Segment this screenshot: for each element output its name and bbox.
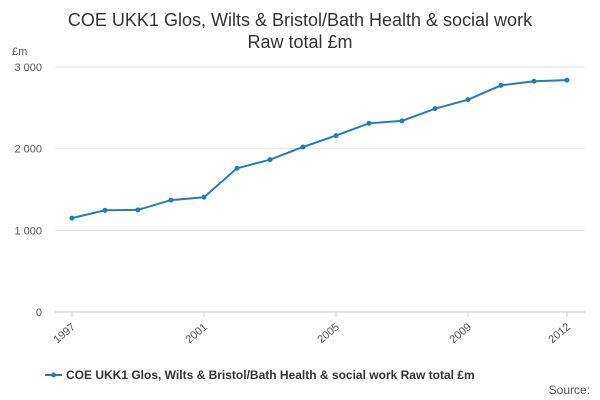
x-axis: 1997 2001 2005 2009 2012 — [51, 312, 573, 346]
data-point[interactable] — [135, 207, 141, 213]
x-tick-label: 2005 — [315, 321, 341, 346]
legend[interactable]: COE UKK1 Glos, Wilts & Bristol/Bath Heal… — [45, 368, 475, 382]
data-point[interactable] — [366, 120, 372, 126]
data-point[interactable] — [168, 197, 174, 203]
data-point[interactable] — [498, 82, 504, 88]
data-point[interactable] — [300, 144, 306, 150]
x-tick-label: 2001 — [183, 321, 209, 346]
data-point[interactable] — [531, 78, 537, 84]
data-point[interactable] — [432, 106, 438, 112]
series-layer — [69, 77, 570, 221]
series-line — [71, 79, 568, 220]
legend-marker — [51, 372, 56, 378]
data-point[interactable] — [102, 207, 108, 213]
x-tick-label: 2009 — [447, 321, 473, 346]
data-point[interactable] — [69, 215, 75, 221]
y-axis-unit: £m — [12, 46, 27, 58]
y-tick-label: 0 — [36, 307, 42, 319]
legend-label: COE UKK1 Glos, Wilts & Bristol/Bath Heal… — [66, 368, 475, 382]
data-point[interactable] — [399, 118, 405, 124]
chart-title-line1: COE UKK1 Glos, Wilts & Bristol/Bath Heal… — [68, 10, 533, 30]
chart-title-line2: Raw total £m — [247, 32, 352, 52]
data-point[interactable] — [333, 133, 339, 139]
x-tick-label: 2012 — [546, 321, 572, 346]
y-tick-label: 1 000 — [14, 225, 42, 237]
gridlines — [55, 66, 585, 313]
y-tick-label: 3 000 — [14, 62, 42, 74]
y-tick-label: 2 000 — [14, 144, 42, 156]
x-tick-label: 1997 — [51, 321, 77, 346]
data-point[interactable] — [564, 77, 570, 83]
y-axis-ticks: 0 1 000 2 000 3 000 — [14, 62, 42, 319]
data-point[interactable] — [201, 194, 207, 200]
data-point[interactable] — [465, 97, 471, 103]
data-point[interactable] — [234, 165, 240, 171]
source-label: Source: — [549, 383, 590, 397]
data-point[interactable] — [267, 157, 273, 163]
